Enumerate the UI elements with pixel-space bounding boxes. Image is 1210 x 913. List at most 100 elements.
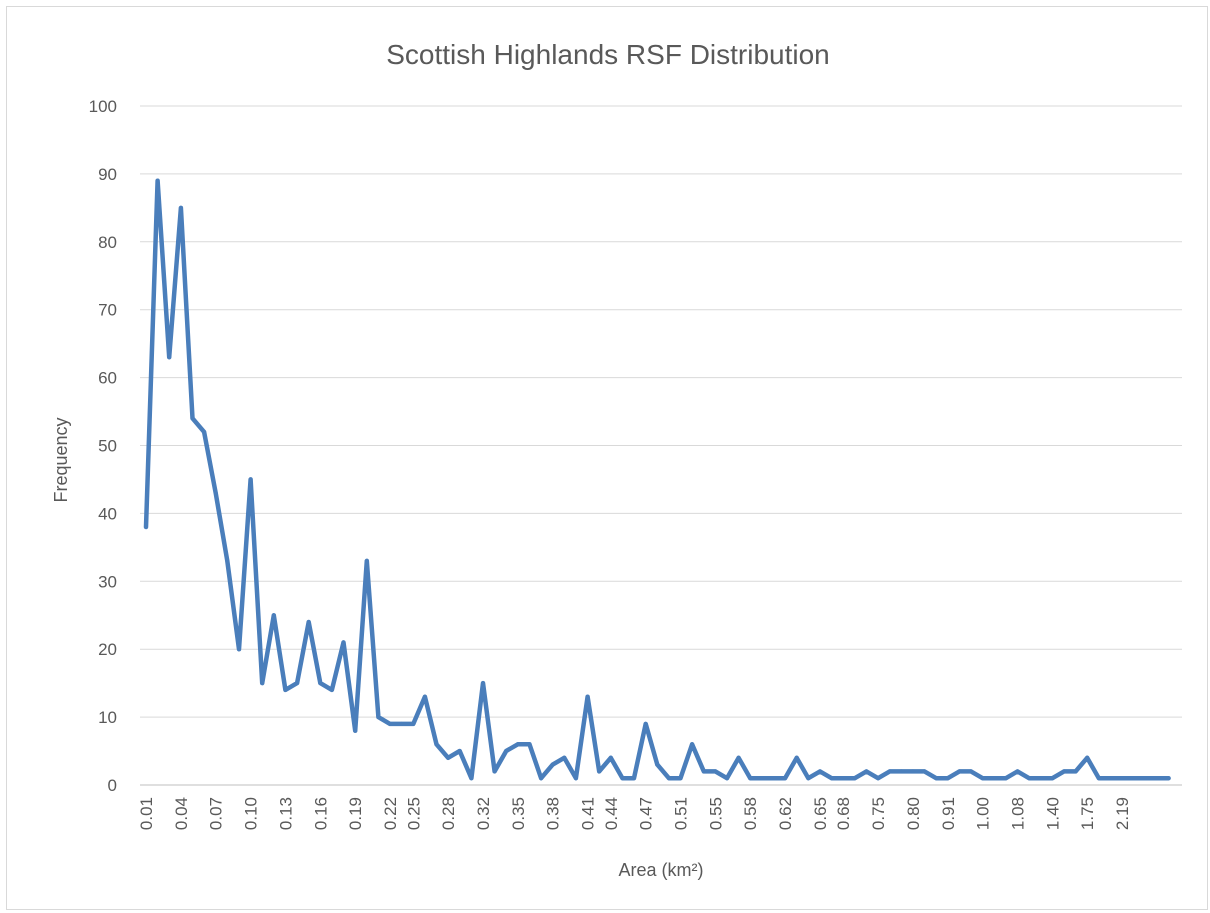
data-point	[829, 776, 834, 781]
data-point	[818, 769, 822, 774]
data-point	[457, 749, 462, 753]
x-tick-label: 0.80	[904, 797, 923, 830]
x-tick-label: 0.13	[276, 797, 295, 830]
data-point	[399, 721, 404, 726]
data-point	[562, 755, 567, 760]
data-point	[411, 721, 416, 726]
data-point	[1154, 776, 1159, 781]
x-tick-label: 0.38	[544, 797, 563, 830]
data-point	[318, 681, 323, 686]
data-point	[422, 694, 427, 699]
y-tick-label: 40	[98, 504, 117, 523]
data-point	[248, 477, 253, 482]
data-point	[202, 429, 207, 434]
x-tick-label: 0.65	[811, 797, 830, 830]
x-tick-label: 0.16	[311, 797, 330, 830]
data-point	[1143, 776, 1148, 781]
data-point	[225, 558, 230, 563]
data-point	[1108, 776, 1113, 781]
data-point	[1166, 776, 1171, 781]
x-tick-label: 1.00	[974, 797, 993, 830]
x-tick-label: 1.08	[1009, 797, 1028, 830]
data-point	[701, 769, 706, 774]
data-point	[678, 776, 683, 781]
y-tick-label: 50	[98, 437, 117, 456]
x-tick-label: 0.25	[404, 797, 423, 830]
y-tick-label: 10	[98, 708, 117, 727]
y-tick-label: 60	[98, 369, 117, 388]
data-point	[388, 721, 392, 726]
data-point	[899, 769, 904, 774]
data-point	[527, 742, 532, 747]
data-point	[144, 525, 148, 529]
data-point	[748, 776, 753, 781]
data-point	[771, 776, 776, 781]
x-tick-label: 0.47	[637, 797, 656, 830]
data-point	[632, 776, 636, 781]
y-tick-label: 80	[98, 233, 117, 252]
x-tick-label: 0.51	[672, 797, 691, 830]
y-axis-title: Frequency	[51, 417, 71, 502]
data-point	[504, 749, 509, 753]
data-point	[364, 558, 369, 563]
data-point	[1096, 776, 1101, 781]
data-point	[1085, 755, 1090, 760]
data-point	[841, 776, 846, 781]
data-point	[620, 776, 625, 781]
data-point	[446, 755, 451, 760]
data-point	[725, 776, 729, 781]
x-tick-label: 0.41	[579, 797, 598, 830]
x-axis-ticks: 0.01 0.04 0.07 0.10 0.13 0.16 0.19 0.22 0.25 0.28…	[137, 797, 1132, 830]
data-point	[922, 769, 927, 774]
data-point	[980, 776, 985, 781]
data-point	[469, 776, 474, 781]
data-point	[934, 776, 939, 781]
data-point	[1062, 769, 1066, 774]
data-point	[283, 687, 288, 692]
data-point	[597, 769, 602, 774]
gridlines	[140, 105, 1182, 786]
data-point	[736, 755, 741, 760]
y-tick-label: 100	[89, 97, 117, 116]
x-tick-label: 0.58	[741, 797, 760, 830]
data-point	[1038, 776, 1043, 781]
x-tick-label: 0.44	[602, 797, 621, 830]
data-point	[876, 776, 881, 781]
data-point	[341, 640, 346, 645]
y-tick-label: 20	[98, 640, 117, 659]
data-point	[353, 728, 358, 733]
data-point	[260, 681, 265, 686]
data-point	[190, 416, 195, 421]
data-point	[783, 776, 788, 781]
data-point	[887, 769, 892, 774]
y-axis-ticks: 0 10 20 30 40 50 60 70 80 90 100	[89, 97, 117, 795]
data-point	[481, 681, 485, 686]
x-tick-label: 0.35	[509, 797, 528, 830]
x-tick-label: 0.22	[381, 797, 400, 830]
data-point	[271, 613, 276, 618]
data-point	[376, 715, 381, 720]
x-tick-label: 0.62	[776, 797, 795, 830]
data-point	[1073, 769, 1078, 774]
data-point	[910, 769, 915, 774]
data-point	[666, 776, 671, 781]
data-point	[329, 687, 334, 692]
x-tick-label: 0.19	[346, 797, 365, 830]
data-point	[155, 178, 160, 183]
data-point	[969, 769, 973, 774]
data-point	[434, 742, 439, 747]
data-point	[1015, 769, 1020, 774]
data-point	[759, 776, 764, 781]
y-tick-label: 30	[98, 572, 117, 591]
data-point	[643, 721, 648, 726]
data-point	[992, 776, 997, 781]
data-point	[1027, 776, 1032, 781]
x-tick-label: 0.32	[474, 797, 493, 830]
data-point	[573, 776, 578, 781]
data-point	[167, 355, 172, 360]
data-point	[585, 694, 590, 699]
data-point	[1003, 776, 1008, 781]
data-point	[806, 776, 811, 781]
x-tick-label: 2.19	[1113, 797, 1132, 830]
